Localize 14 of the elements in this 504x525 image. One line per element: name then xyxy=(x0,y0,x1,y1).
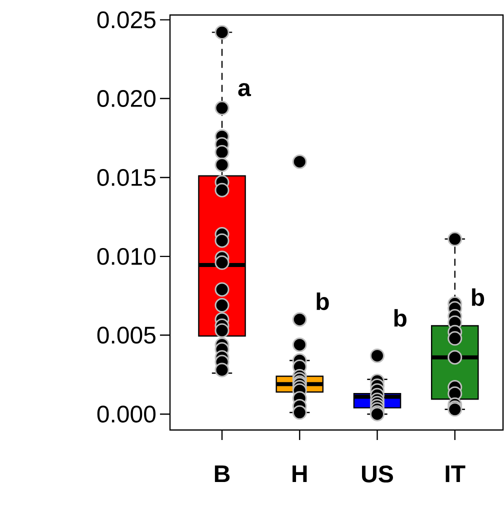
y-tick-label: 0.005 xyxy=(97,326,156,344)
y-tick-label: 0.020 xyxy=(97,90,156,108)
y-tick-label: 0.010 xyxy=(97,248,156,265)
y-tick-label: 0.015 xyxy=(97,168,156,186)
annotation: b xyxy=(316,292,329,310)
annotation: b xyxy=(394,309,406,327)
x-tick-label: US xyxy=(362,466,393,483)
x-tick-label: IT xyxy=(446,466,466,482)
annotation: a xyxy=(238,83,252,96)
y-tick-label: 0.000 xyxy=(97,406,156,423)
x-tick-label: H xyxy=(292,466,307,482)
annotation: b xyxy=(472,288,484,306)
y-tick-label: 0.025 xyxy=(97,11,156,28)
x-tick-label: B xyxy=(214,466,230,482)
